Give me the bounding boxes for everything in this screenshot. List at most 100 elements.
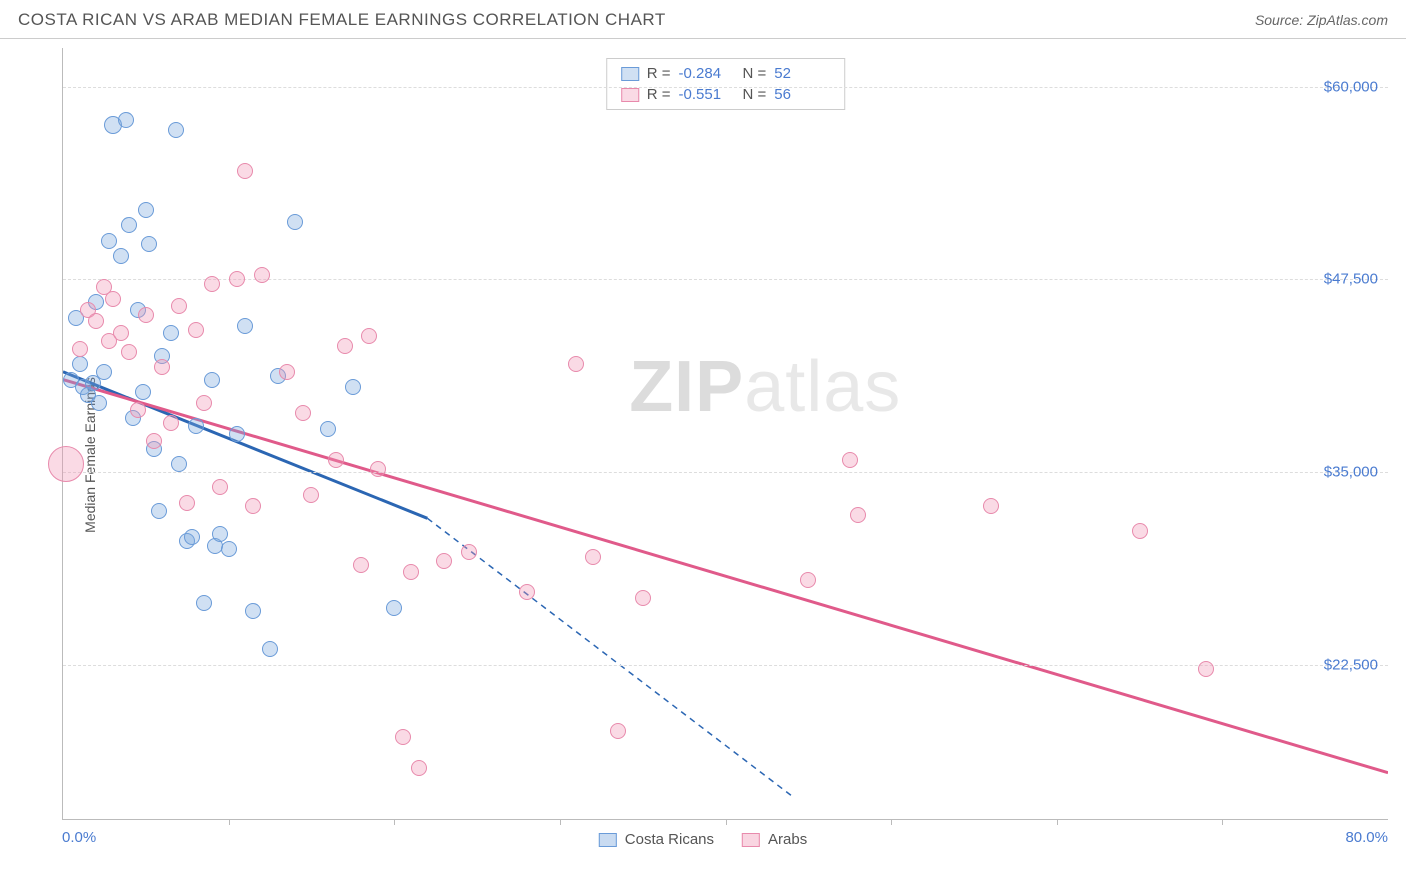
chart-source: Source: ZipAtlas.com [1255, 12, 1388, 28]
plot-area: ZIPatlas R =-0.284N =52R =-0.551N =56 $2… [62, 48, 1388, 820]
scatter-point [72, 341, 88, 357]
scatter-point [229, 271, 245, 287]
scatter-point [519, 584, 535, 600]
scatter-point [163, 415, 179, 431]
scatter-point [287, 214, 303, 230]
scatter-point [168, 122, 184, 138]
scatter-point [118, 112, 134, 128]
scatter-point [48, 446, 84, 482]
n-label: N = [743, 86, 767, 103]
scatter-point [141, 236, 157, 252]
scatter-point [370, 461, 386, 477]
scatter-point [184, 529, 200, 545]
scatter-point [328, 452, 344, 468]
r-label: R = [647, 86, 671, 103]
scatter-point [105, 291, 121, 307]
scatter-point [221, 541, 237, 557]
scatter-point [320, 421, 336, 437]
r-label: R = [647, 65, 671, 82]
scatter-point [568, 356, 584, 372]
scatter-point [436, 553, 452, 569]
scatter-point [337, 338, 353, 354]
gridline [63, 472, 1388, 473]
scatter-point [188, 322, 204, 338]
legend-swatch [621, 88, 639, 102]
scatter-point [130, 402, 146, 418]
scatter-point [610, 723, 626, 739]
scatter-point [279, 364, 295, 380]
r-value: -0.551 [679, 86, 735, 103]
legend-item: Arabs [742, 831, 807, 848]
scatter-point [91, 395, 107, 411]
chart-title: COSTA RICAN VS ARAB MEDIAN FEMALE EARNIN… [18, 10, 666, 30]
watermark-rest: atlas [744, 347, 901, 427]
scatter-point [983, 498, 999, 514]
legend-item: Costa Ricans [599, 831, 714, 848]
scatter-point [295, 405, 311, 421]
x-axis-max-label: 80.0% [1345, 829, 1388, 846]
scatter-point [345, 379, 361, 395]
legend-swatch [599, 833, 617, 847]
n-value: 56 [774, 86, 830, 103]
scatter-point [353, 557, 369, 573]
scatter-point [72, 356, 88, 372]
x-tick [726, 819, 727, 825]
scatter-point [121, 217, 137, 233]
y-tick-label: $47,500 [1324, 271, 1378, 288]
scatter-point [171, 298, 187, 314]
y-tick-label: $22,500 [1324, 656, 1378, 673]
scatter-point [635, 590, 651, 606]
scatter-point [163, 325, 179, 341]
scatter-point [212, 526, 228, 542]
watermark: ZIPatlas [629, 346, 901, 428]
scatter-point [386, 600, 402, 616]
scatter-point [135, 384, 151, 400]
scatter-point [842, 452, 858, 468]
scatter-point [113, 248, 129, 264]
scatter-point [461, 544, 477, 560]
chart-container: Median Female Earnings ZIPatlas R =-0.28… [18, 48, 1388, 862]
scatter-point [154, 359, 170, 375]
scatter-point [1198, 661, 1214, 677]
x-tick [560, 819, 561, 825]
y-tick-label: $60,000 [1324, 78, 1378, 95]
x-axis-min-label: 0.0% [62, 829, 96, 846]
x-tick [394, 819, 395, 825]
scatter-point [179, 495, 195, 511]
scatter-point [254, 267, 270, 283]
n-label: N = [743, 65, 767, 82]
legend-label: Costa Ricans [625, 831, 714, 848]
trend-line-dashed [427, 518, 791, 796]
trend-lines-svg [63, 48, 1388, 819]
scatter-point [262, 641, 278, 657]
bottom-legend: Costa Ricans Arabs [599, 831, 807, 848]
scatter-point [237, 318, 253, 334]
scatter-point [121, 344, 137, 360]
scatter-point [146, 433, 162, 449]
scatter-point [204, 276, 220, 292]
chart-header: COSTA RICAN VS ARAB MEDIAN FEMALE EARNIN… [0, 0, 1406, 39]
gridline [63, 87, 1388, 88]
scatter-point [188, 418, 204, 434]
y-tick-label: $35,000 [1324, 464, 1378, 481]
scatter-point [245, 603, 261, 619]
x-tick [891, 819, 892, 825]
scatter-point [237, 163, 253, 179]
r-value: -0.284 [679, 65, 735, 82]
scatter-point [361, 328, 377, 344]
watermark-bold: ZIP [629, 347, 744, 427]
legend-swatch [621, 67, 639, 81]
scatter-point [303, 487, 319, 503]
scatter-point [101, 233, 117, 249]
scatter-point [229, 426, 245, 442]
scatter-point [411, 760, 427, 776]
scatter-point [800, 572, 816, 588]
scatter-point [196, 595, 212, 611]
scatter-point [245, 498, 261, 514]
scatter-point [1132, 523, 1148, 539]
x-tick [1057, 819, 1058, 825]
x-tick [229, 819, 230, 825]
scatter-point [204, 372, 220, 388]
gridline [63, 665, 1388, 666]
scatter-point [395, 729, 411, 745]
